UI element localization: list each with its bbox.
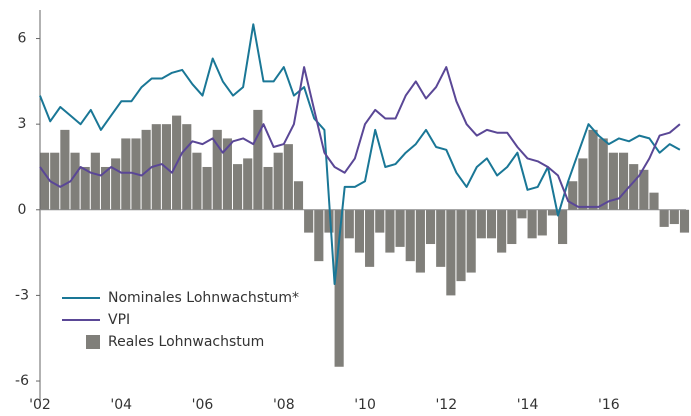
bar: [222, 138, 232, 210]
bar: [517, 209, 527, 219]
bar: [547, 209, 558, 216]
x-tick-label: '12: [435, 397, 457, 412]
bar: [639, 169, 649, 210]
bar: [182, 124, 192, 210]
bar: [629, 164, 639, 210]
bar: [80, 166, 90, 210]
bar: [344, 209, 354, 239]
y-tick-label: 3: [18, 116, 27, 132]
bar: [151, 124, 161, 210]
bar: [486, 209, 497, 239]
bar: [476, 209, 486, 239]
bar: [659, 209, 669, 227]
bar: [466, 209, 476, 273]
legend-label: VPI: [108, 312, 130, 328]
bar: [598, 138, 608, 210]
line: [39, 23, 681, 285]
x-tick-label: '02: [29, 397, 51, 412]
bar: [679, 209, 690, 233]
bar: [375, 209, 385, 233]
x-tick-label: '04: [110, 397, 132, 412]
bar: [90, 152, 100, 210]
bar: [365, 209, 375, 267]
bar: [121, 138, 131, 210]
bar: [60, 129, 70, 210]
bar: [232, 164, 243, 210]
bar: [243, 158, 253, 210]
x-tick-label: '06: [192, 397, 214, 412]
bar: [425, 209, 436, 245]
bar: [100, 166, 111, 210]
bar: [202, 166, 212, 210]
legend-label: Nominales Lohnwachstum*: [108, 290, 299, 306]
bar: [283, 144, 293, 210]
bar: [578, 158, 588, 210]
bar: [263, 166, 273, 210]
x-tick-label: '16: [598, 397, 620, 412]
x-tick-label: '14: [517, 397, 539, 412]
bar: [608, 152, 618, 210]
bar: [507, 209, 517, 245]
bar: [70, 152, 80, 210]
bar: [497, 209, 507, 253]
bar: [527, 209, 537, 239]
bar: [395, 209, 405, 247]
bar: [588, 129, 598, 210]
bar: [314, 209, 324, 262]
bar: [558, 209, 568, 245]
y-tick-label: -6: [15, 373, 29, 389]
bar: [446, 209, 456, 296]
bar: [669, 209, 679, 225]
bar: [50, 152, 60, 210]
bar: [456, 209, 466, 282]
bar: [111, 158, 121, 210]
bar: [649, 192, 659, 210]
y-tick-label: 6: [18, 31, 27, 47]
bar: [324, 209, 334, 233]
bar: [304, 209, 314, 233]
y-tick-label: -3: [15, 287, 29, 303]
bar: [192, 152, 202, 210]
bar: [618, 152, 629, 210]
bar: [253, 109, 263, 210]
line: [39, 66, 681, 208]
bar: [354, 209, 365, 253]
bar: [293, 181, 304, 210]
bar: [537, 209, 547, 236]
bar: [141, 129, 151, 210]
legend-label: Reales Lohnwachstum: [108, 334, 264, 350]
bar: [273, 152, 283, 210]
bar: [334, 209, 344, 367]
bar: [568, 181, 578, 210]
bar: [40, 152, 50, 210]
bar: [436, 209, 446, 267]
bar: [385, 209, 395, 253]
legend-swatch: [86, 335, 100, 349]
x-tick-label: '08: [273, 397, 295, 412]
y-tick-label: 0: [18, 202, 27, 218]
bar: [415, 209, 425, 273]
bar: [405, 209, 415, 262]
bar: [212, 129, 222, 210]
x-tick-label: '10: [354, 397, 376, 412]
